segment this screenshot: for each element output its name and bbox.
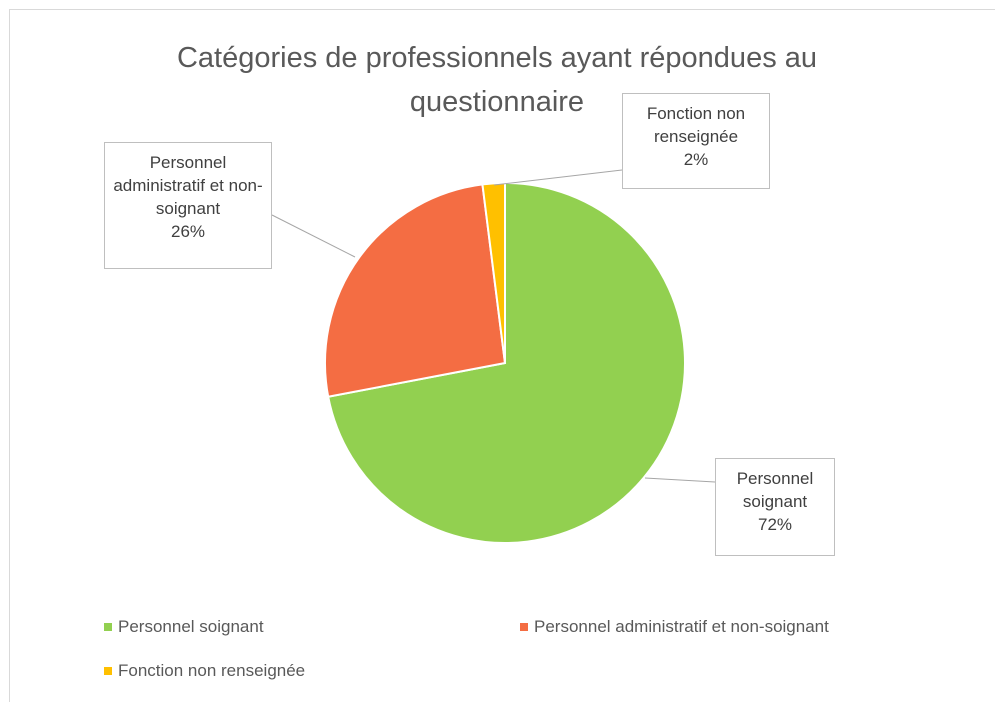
pie-slice: [481, 181, 506, 364]
chart-border: [9, 9, 995, 702]
data-label-value: 72%: [757, 515, 793, 534]
leader-line: [271, 214, 356, 258]
pie-slice: [324, 183, 507, 398]
data-label-category: Personnel soignant: [736, 469, 814, 511]
legend-swatch: [104, 667, 112, 675]
data-label-value: 2%: [683, 150, 709, 169]
legend-item: Personnel soignant: [104, 617, 264, 637]
legend-label: Personnel soignant: [118, 617, 264, 636]
legend-item: Personnel administratif et non-soignant: [520, 617, 829, 637]
data-label-category: Personnel administratif et non-soignant: [113, 153, 263, 218]
legend-item: Fonction non renseignée: [104, 661, 305, 681]
leader-line: [493, 169, 623, 186]
chart-title: Catégories de professionnels ayant répon…: [176, 42, 818, 118]
data-label-value: 26%: [170, 222, 206, 241]
data-label: Personnel soignant 72%: [715, 458, 835, 556]
data-label-category: Fonction non renseignée: [646, 104, 746, 146]
data-label: Personnel administratif et non-soignant 2…: [104, 142, 272, 269]
legend-swatch: [520, 623, 528, 631]
legend-label: Personnel administratif et non-soignant: [534, 617, 829, 636]
data-label: Fonction non renseignée 2%: [622, 93, 770, 189]
leader-line: [644, 477, 716, 483]
legend-label: Fonction non renseignée: [118, 661, 306, 680]
legend-swatch: [104, 623, 112, 631]
pie-slice: [327, 181, 686, 544]
